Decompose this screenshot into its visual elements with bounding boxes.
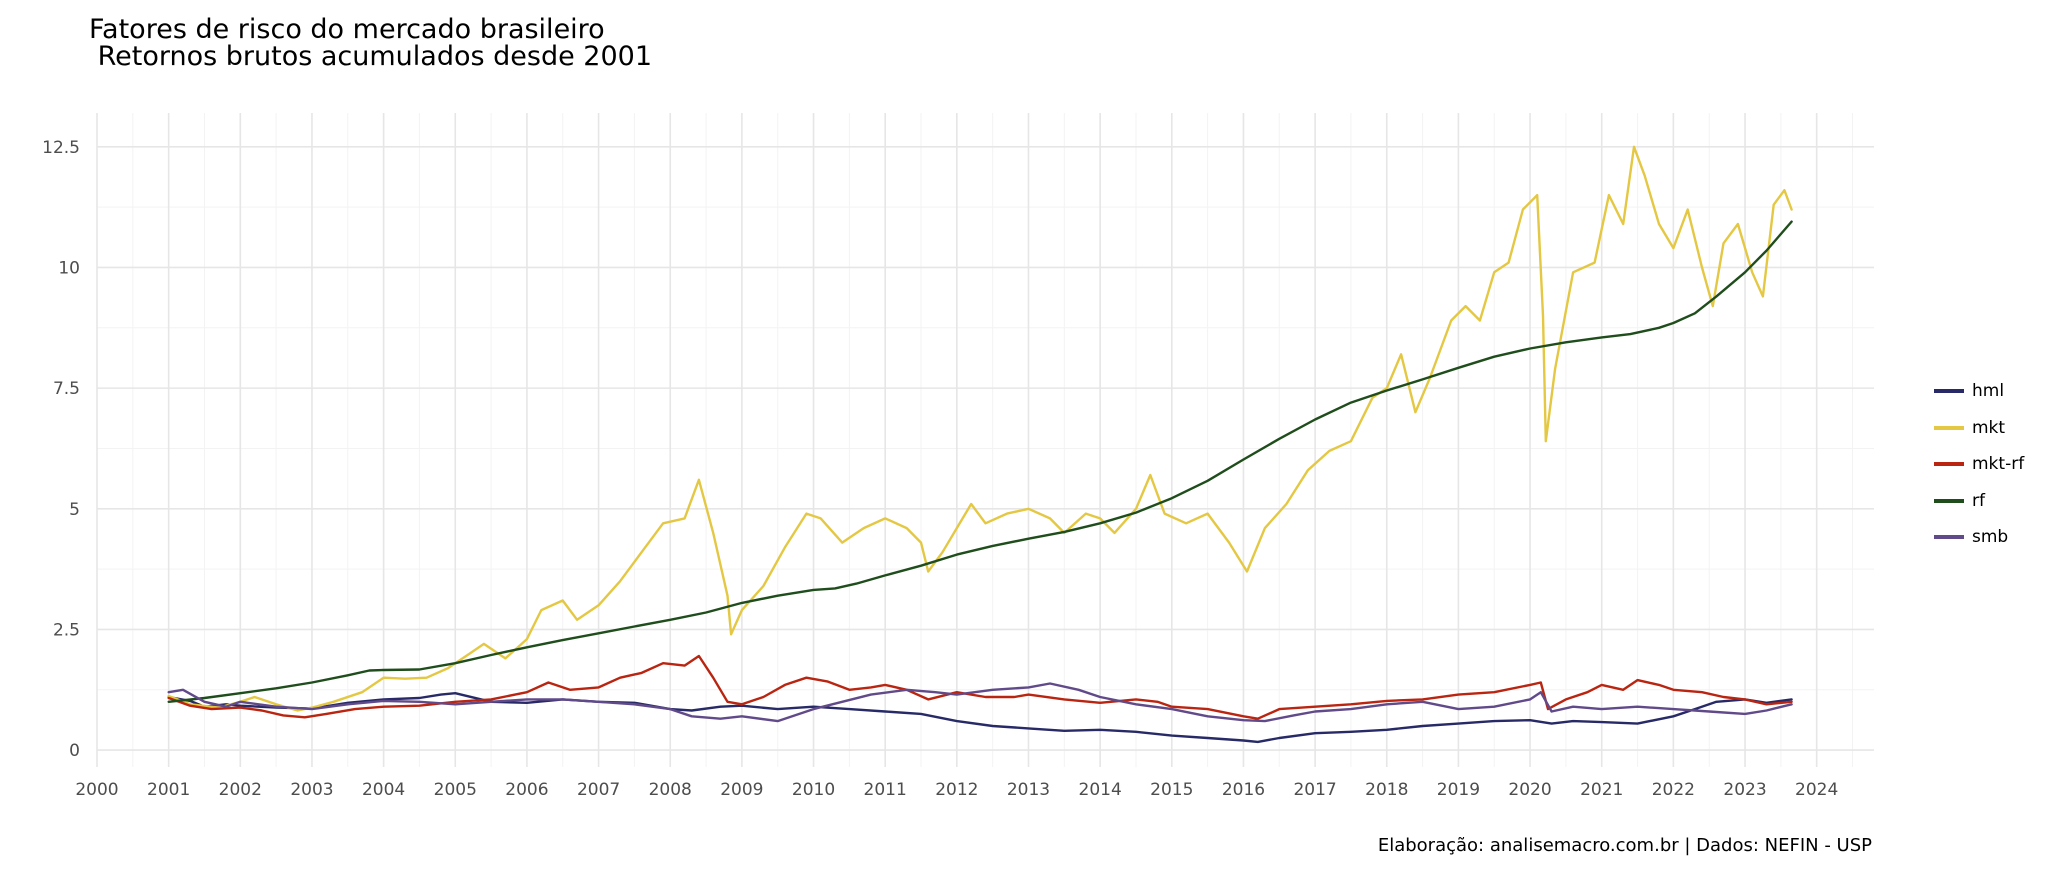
x-tick-label: 2002: [219, 780, 262, 800]
series-line-mkt-rf: [167, 654, 1793, 720]
x-tick-label: 2004: [362, 780, 405, 800]
y-axis-ticks: 0 2.5 5 7.5 10 12.5: [42, 138, 80, 761]
chart-subtitle: Retornos brutos acumulados desde 2001: [89, 41, 652, 72]
x-tick-label: 2010: [792, 780, 835, 800]
grid-minor: [97, 113, 1874, 767]
legend-key-hml: [1934, 389, 1964, 393]
legend-label-mkt: mkt: [1972, 417, 2006, 438]
legend-key-mkt: [1934, 425, 1964, 430]
legend-key-smb: [1934, 535, 1964, 539]
legend-label-rf: rf: [1972, 490, 1985, 511]
series-lines: [167, 145, 1793, 744]
y-tick-label: 7.5: [53, 379, 80, 399]
series-line-rf: [167, 220, 1793, 703]
legend: hml mkt mkt-rf rf smb: [1932, 378, 2042, 561]
x-tick-label: 2008: [649, 780, 692, 800]
chart-title: Fatores de risco do mercado brasileiro: [89, 14, 605, 45]
legend-key-mkt-rf: [1934, 462, 1964, 466]
legend-item-smb: smb: [1932, 524, 2042, 561]
x-tick-label: 2006: [505, 780, 548, 800]
x-tick-label: 2015: [1150, 780, 1193, 800]
x-tick-label: 2003: [290, 780, 333, 800]
x-tick-label: 2016: [1222, 780, 1265, 800]
x-tick-label: 2018: [1365, 780, 1408, 800]
x-tick-label: 2007: [577, 780, 620, 800]
y-tick-label: 0: [69, 741, 80, 761]
y-tick-label: 10: [58, 258, 80, 278]
y-tick-label: 12.5: [42, 138, 80, 158]
legend-label-mkt-rf: mkt-rf: [1972, 454, 2025, 474]
x-tick-label: 2023: [1723, 780, 1766, 800]
x-tick-label: 2014: [1079, 780, 1122, 800]
x-tick-label: 2005: [434, 780, 477, 800]
grid-major: [96, 113, 1874, 767]
x-tick-label: 2011: [864, 780, 907, 800]
legend-item-mkt: mkt: [1932, 415, 2042, 452]
chart-caption: Elaboração: analisemacro.com.br | Dados:…: [1377, 835, 1872, 856]
x-tick-label: 2000: [75, 780, 118, 800]
legend-label-smb: smb: [1972, 527, 2009, 547]
x-tick-label: 2017: [1293, 780, 1336, 800]
y-tick-label: 5: [69, 500, 80, 520]
legend-key-rf: [1934, 498, 1964, 503]
series-line-mkt: [167, 145, 1793, 712]
x-tick-label: 2009: [720, 780, 763, 800]
y-tick-label: 2.5: [53, 620, 80, 640]
x-tick-label: 2024: [1795, 780, 1838, 800]
x-axis-ticks: 2000 2001 2002 2003 2004 2005 2006 2007 2008 2009…: [75, 780, 1838, 800]
x-tick-label: 2020: [1508, 780, 1551, 800]
x-tick-label: 2019: [1437, 780, 1480, 800]
legend-label-hml: hml: [1972, 381, 2005, 401]
x-tick-label: 2012: [935, 780, 978, 800]
x-tick-label: 2001: [147, 780, 190, 800]
legend-item-mkt-rf: mkt-rf: [1932, 451, 2042, 488]
series-line-smb: [167, 682, 1793, 723]
legend-item-rf: rf: [1932, 488, 2042, 525]
x-tick-label: 2021: [1580, 780, 1623, 800]
x-tick-label: 2022: [1652, 780, 1695, 800]
x-tick-label: 2013: [1007, 780, 1050, 800]
series-line-hml: [167, 692, 1793, 744]
legend-item-hml: hml: [1932, 378, 2042, 415]
